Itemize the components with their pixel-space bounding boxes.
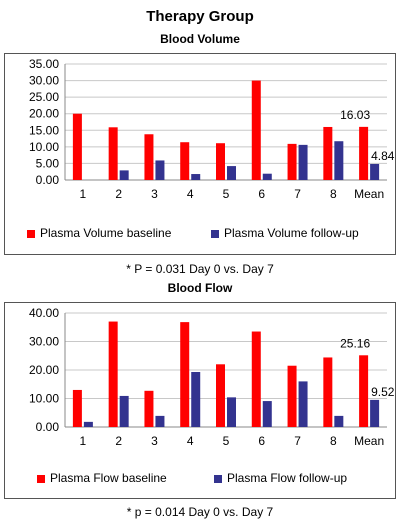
bar-followup-3	[155, 160, 165, 180]
legend-swatch-red	[37, 474, 45, 483]
chart-title-blood-volume: Blood Volume	[160, 32, 240, 46]
bar-followup-2	[119, 395, 129, 427]
x-tick-label: Mean	[354, 434, 384, 448]
legend-label: Plasma Volume baseline	[40, 226, 172, 240]
legend-label: Plasma Volume follow-up	[224, 226, 359, 240]
y-tick-label: 10.00	[29, 392, 59, 406]
x-tick-label: 1	[80, 434, 87, 448]
legend-item-volume-followup: Plasma Volume follow-up	[211, 226, 359, 240]
x-tick-label: 6	[258, 434, 265, 448]
chart-blood-flow: 0.00 10.00 20.00 30.00 40.00 1 2 3 4 5 6 7 8 Mean 25.1…	[29, 306, 395, 448]
bar-baseline-1	[72, 389, 82, 427]
legend-item-flow-followup: Plasma Flow follow-up	[214, 471, 347, 485]
x-tick-label: 5	[223, 187, 230, 201]
y-tick-label: 35.00	[29, 57, 59, 71]
chart-panel-blood-volume: 0.00 5.00 10.00 15.00 20.00 25.00 30.00 35.00 1 2…	[4, 53, 396, 255]
bar-baseline-mean	[359, 126, 369, 180]
page-title: Therapy Group	[146, 8, 254, 25]
x-tick-label: 4	[187, 187, 194, 201]
x-tick-label: 3	[151, 434, 158, 448]
bar-baseline-5	[216, 364, 225, 427]
bar-followup-8	[334, 415, 344, 427]
bar-followup-mean	[370, 399, 380, 427]
bar-baseline-7	[287, 365, 297, 427]
x-tick-label: 7	[294, 187, 301, 201]
y-tick-label: 15.00	[29, 123, 59, 137]
bar-followup-mean	[370, 163, 380, 180]
bar-baseline-4	[180, 322, 190, 427]
chart-panel-blood-flow: 0.00 10.00 20.00 30.00 40.00 1 2 3 4 5 6 7 8 Mean 25.1…	[4, 302, 396, 499]
bar-followup-4	[191, 174, 201, 180]
y-tick-label: 20.00	[29, 363, 59, 377]
y-tick-label: 0.00	[36, 420, 60, 434]
bar-baseline-4	[180, 142, 190, 180]
bar-baseline-2	[108, 321, 118, 427]
data-label-mean-followup: 9.52	[371, 385, 395, 399]
bar-followup-3	[155, 415, 165, 427]
data-label-mean-followup: 4.84	[371, 149, 395, 163]
x-tick-label: 2	[115, 187, 122, 201]
legend-label: Plasma Flow baseline	[50, 471, 167, 485]
bar-followup-4	[191, 371, 201, 427]
bar-baseline-1	[72, 113, 82, 180]
x-tick-label: 8	[330, 434, 337, 448]
x-tick-label: 3	[151, 187, 158, 201]
bar-baseline-8	[323, 357, 333, 427]
legend-swatch-red	[27, 229, 35, 238]
x-tick-label: 1	[80, 187, 87, 201]
bar-followup-1	[83, 421, 93, 427]
bar-followup-7	[298, 144, 308, 180]
bar-followup-5	[227, 166, 236, 180]
bar-baseline-5	[216, 143, 225, 180]
bar-baseline-3	[144, 134, 154, 180]
y-tick-label: 25.00	[29, 90, 59, 104]
significance-note-volume: * P = 0.031 Day 0 vs. Day 7	[126, 262, 274, 276]
bar-baseline-7	[287, 143, 297, 180]
x-tick-label: 7	[294, 434, 301, 448]
y-tick-label: 30.00	[29, 74, 59, 88]
legend-swatch-blue	[211, 229, 219, 238]
bar-baseline-mean	[359, 355, 369, 427]
bar-followup-7	[298, 381, 308, 427]
legend-swatch-blue	[214, 474, 222, 483]
x-tick-label: 6	[258, 187, 265, 201]
bar-followup-8	[334, 141, 344, 180]
bar-baseline-3	[144, 390, 154, 427]
bar-baseline-6	[251, 80, 261, 180]
bar-followup-6	[262, 401, 272, 427]
x-tick-label: 8	[330, 187, 337, 201]
y-tick-label: 5.00	[36, 156, 60, 170]
bar-followup-5	[227, 397, 236, 427]
x-tick-label: 4	[187, 434, 194, 448]
legend-label: Plasma Flow follow-up	[227, 471, 348, 485]
chart-blood-volume: 0.00 5.00 10.00 15.00 20.00 25.00 30.00 35.00 1 2…	[29, 57, 395, 201]
data-label-mean-baseline: 16.03	[340, 108, 370, 122]
y-tick-label: 40.00	[29, 306, 59, 320]
x-tick-label: 5	[223, 434, 230, 448]
y-tick-label: 0.00	[36, 173, 60, 187]
legend-item-volume-baseline: Plasma Volume baseline	[27, 226, 171, 240]
bar-baseline-8	[323, 126, 333, 180]
y-tick-label: 30.00	[29, 335, 59, 349]
y-tick-label: 10.00	[29, 140, 59, 154]
legend-item-flow-baseline: Plasma Flow baseline	[37, 471, 167, 485]
y-tick-label: 20.00	[29, 107, 59, 121]
bar-followup-6	[262, 173, 272, 180]
data-label-mean-baseline: 25.16	[340, 336, 370, 350]
x-tick-label: Mean	[354, 187, 384, 201]
bar-baseline-6	[251, 331, 261, 427]
bar-followup-2	[119, 170, 129, 180]
chart-title-blood-flow: Blood Flow	[167, 281, 233, 295]
bar-baseline-2	[108, 127, 118, 180]
x-tick-label: 2	[115, 434, 122, 448]
significance-note-flow: * p = 0.014 Day 0 vs. Day 7	[126, 505, 274, 519]
